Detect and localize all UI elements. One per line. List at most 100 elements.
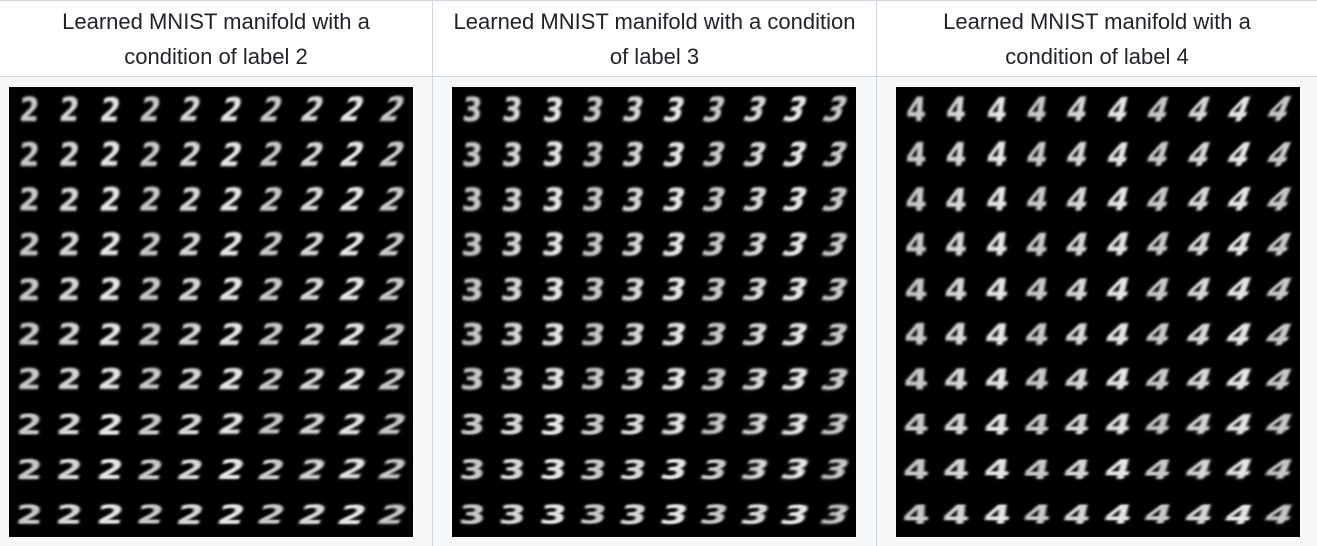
manifold-digit-tile: 4: [1101, 362, 1135, 397]
manifold-digit-tile: 3: [538, 362, 568, 397]
manifold-digit-tile: 3: [540, 90, 566, 129]
manifold-digit-tile: 4: [982, 317, 1012, 352]
manifold-digit-tile: 2: [136, 90, 164, 129]
manifold-digit-tile: 2: [176, 135, 206, 174]
manifold-digit-tile: 4: [1023, 226, 1052, 263]
manifold-digit-tile: 3: [816, 271, 855, 308]
manifold-digit-tile: 3: [698, 226, 732, 263]
manifold-digit-tile: 2: [372, 453, 413, 486]
manifold-digit-tile: 4: [903, 271, 929, 308]
table-header-cell: Learned MNIST manifold with a condition …: [0, 1, 432, 77]
manifold-digit-tile: 3: [657, 362, 691, 397]
manifold-digit-tile: 3: [658, 135, 690, 174]
manifold-digit-tile: 3: [460, 180, 485, 219]
manifold-digit-tile: 4: [1259, 499, 1300, 530]
manifold-digit-tile: 4: [1061, 362, 1094, 397]
manifold-digit-tile: 2: [94, 453, 126, 486]
manifold-digit-tile: 2: [55, 317, 84, 352]
manifold-digit-tile: 4: [1141, 362, 1176, 397]
manifold-digit-tile: 4: [903, 317, 930, 352]
manifold-digit-tile: 2: [293, 499, 331, 530]
manifold-digit-tile: 4: [983, 271, 1011, 308]
manifold-digit-tile: 3: [698, 90, 731, 129]
manifold-digit-tile: 3: [777, 90, 813, 129]
manifold-digit-tile: 2: [374, 180, 412, 219]
manifold-digit-tile: 3: [816, 226, 855, 263]
manifold-digit-tile: 2: [134, 408, 166, 441]
manifold-digit-tile: 2: [54, 499, 85, 530]
manifold-digit-tile: 3: [697, 408, 733, 441]
manifold-digit-tile: 2: [294, 226, 330, 263]
manifold-digit-tile: 4: [943, 226, 970, 263]
manifold-digit-tile: 4: [1261, 90, 1299, 129]
manifold-digit-tile: 2: [373, 317, 413, 352]
manifold-digit-tile: 4: [1021, 408, 1053, 441]
manifold-digit-tile: 2: [294, 271, 330, 308]
manifold-digit-tile: 2: [293, 408, 331, 441]
manifold-digit-tile: 2: [254, 408, 290, 441]
manifold-digit-tile: 2: [55, 362, 84, 397]
manifold-digit-tile: 4: [1221, 271, 1258, 308]
manifold-digit-tile: 3: [538, 317, 568, 352]
manifold-digit-tile: 4: [901, 499, 931, 530]
manifold-digit-tile: 4: [1102, 226, 1134, 263]
manifold-digit-tile: 3: [618, 271, 650, 308]
manifold-digit-tile: 4: [942, 408, 971, 441]
manifold-digit-tile: 4: [1221, 90, 1257, 129]
manifold-digit-tile: 4: [1221, 135, 1258, 174]
manifold-digit-tile: 3: [736, 408, 774, 441]
manifold-digit-tile: 2: [214, 317, 248, 352]
manifold-digit-tile: 2: [96, 226, 124, 263]
manifold-digit-tile: 4: [1063, 90, 1092, 129]
manifold-digit-tile: 4: [944, 135, 969, 174]
manifold-digit-tile: 3: [499, 226, 526, 263]
manifold-digit-tile: 3: [697, 271, 732, 308]
manifold-digit-tile: 2: [334, 90, 370, 129]
manifold-digit-tile: 4: [981, 453, 1013, 486]
manifold-digit-tile: 4: [1261, 180, 1299, 219]
manifold-digit-tile: 2: [175, 226, 206, 263]
manifold-digit-tile: 4: [1022, 362, 1053, 397]
manifold-digit-tile: 3: [737, 226, 773, 263]
manifold-digit-tile: 4: [1062, 271, 1094, 308]
manifold-digit-tile: 2: [373, 226, 412, 263]
manifold-digit-tile: 3: [618, 226, 649, 263]
manifold-digit-tile: 3: [776, 362, 815, 397]
manifold-digit-tile: 3: [540, 135, 566, 174]
manifold-digit-tile: 2: [215, 180, 247, 219]
manifold-digit-tile: 3: [658, 180, 690, 219]
manifold-digit-tile: 4: [1101, 408, 1136, 441]
manifold-digit-tile: 3: [537, 453, 569, 486]
manifold-digit-tile: 2: [333, 453, 372, 486]
manifold-digit-tile: 2: [96, 271, 124, 308]
manifold-digit-tile: 2: [294, 317, 330, 352]
manifold-digit-tile: 2: [254, 362, 289, 397]
manifold-digit-tile: 2: [215, 271, 248, 308]
manifold-digit-tile: 3: [657, 408, 692, 441]
manifold-digit-tile: 4: [1022, 271, 1053, 308]
manifold-digit-tile: 2: [334, 271, 371, 308]
table-header-cell: Learned MNIST manifold with a condition …: [433, 1, 876, 77]
manifold-digit-tile: 3: [776, 453, 815, 486]
manifold-digit-tile: 2: [95, 317, 125, 352]
manifold-digit-tile: 3: [497, 453, 528, 486]
manifold-digit-tile: 4: [1141, 408, 1177, 441]
manifold-digit-tile: 3: [736, 362, 773, 397]
manifold-digit-tile: 2: [176, 90, 205, 129]
manifold-digit-tile: 4: [1142, 226, 1176, 263]
manifold-digit-tile: 4: [982, 362, 1012, 397]
manifold-digit-tile: 2: [55, 408, 84, 441]
manifold-digit-tile: 3: [461, 90, 484, 129]
manifold-digit-tile: 2: [255, 226, 289, 263]
table-column-label-2: Learned MNIST manifold with a condition …: [0, 1, 433, 546]
manifold-digit-tile: 3: [777, 180, 814, 219]
manifold-digit-tile: 2: [175, 317, 207, 352]
manifold-digit-tile: 2: [215, 135, 247, 174]
